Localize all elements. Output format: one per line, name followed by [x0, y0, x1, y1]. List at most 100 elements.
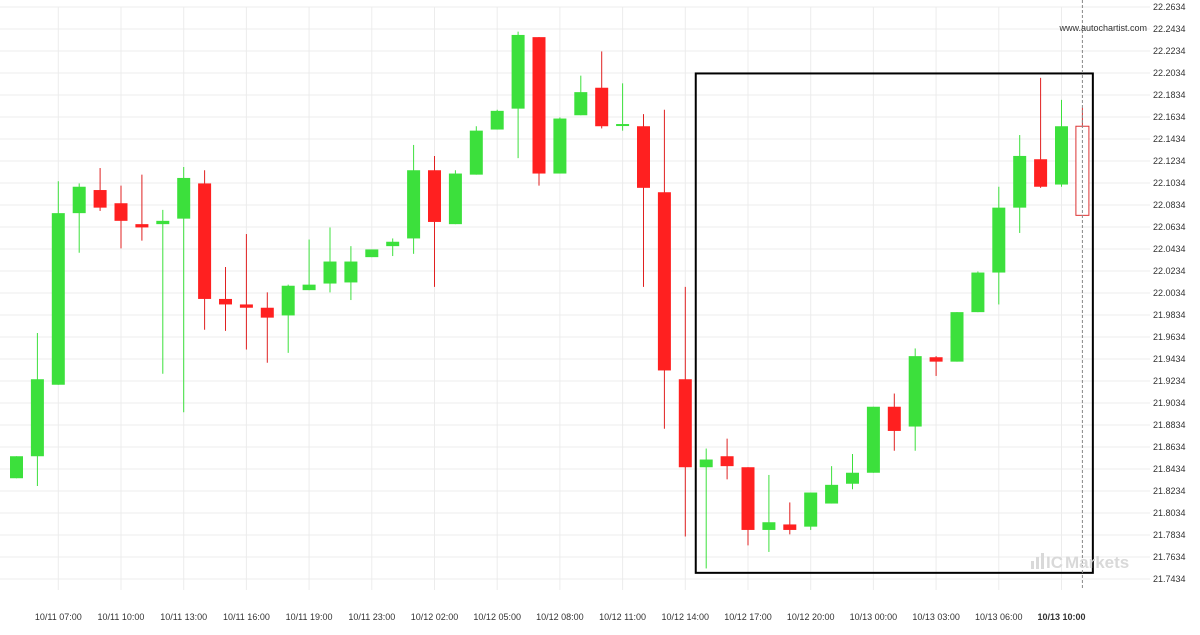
y-tick-label: 22.1034 [1153, 178, 1186, 188]
y-tick-label: 21.8634 [1153, 442, 1186, 452]
candle-body [532, 37, 546, 174]
x-tick-label: 10/11 19:00 [286, 612, 333, 622]
candle-body [992, 207, 1006, 273]
autochartist-watermark[interactable]: www.autochartist.com [1058, 23, 1147, 33]
candle-body [699, 459, 713, 468]
x-tick-label: 10/11 10:00 [98, 612, 145, 622]
pattern-highlight-box [694, 72, 1094, 574]
candle-body [386, 241, 400, 247]
candle-body [657, 192, 671, 371]
x-tick-label: 10/11 23:00 [348, 612, 395, 622]
y-tick-label: 22.0634 [1153, 222, 1186, 232]
y-tick-label: 22.1434 [1153, 134, 1186, 144]
y-tick-label: 21.7834 [1153, 530, 1186, 540]
overlay-layer [694, 0, 1094, 590]
x-tick-label: 10/12 11:00 [599, 612, 646, 622]
bars-icon [1031, 553, 1044, 569]
candle-body [428, 170, 441, 222]
candle-body [177, 177, 191, 219]
candle-body [866, 406, 880, 473]
candle-body [1034, 159, 1048, 187]
candle-body [950, 312, 964, 362]
candle-body [887, 406, 901, 431]
candle-body [10, 456, 23, 479]
candle-body [239, 304, 253, 308]
candle-body [219, 298, 232, 305]
candle-body [783, 524, 797, 530]
candle-body [595, 87, 609, 127]
candle-body [302, 284, 316, 291]
y-tick-label: 22.1834 [1153, 90, 1186, 100]
candle-body [804, 492, 818, 527]
y-tick-label: 22.2034 [1153, 68, 1186, 78]
y-tick-label: 21.8834 [1153, 420, 1186, 430]
x-tick-label: 10/12 05:00 [473, 612, 521, 622]
candle-body [929, 357, 943, 362]
y-tick-label: 22.0034 [1153, 288, 1186, 298]
y-tick-label: 22.0834 [1153, 200, 1186, 210]
candle-body [762, 522, 776, 530]
y-tick-label: 22.0234 [1153, 266, 1186, 276]
y-tick-label: 21.8434 [1153, 464, 1186, 474]
y-tick-label: 22.1234 [1153, 156, 1186, 166]
candle-body [156, 220, 170, 225]
candle-body [198, 183, 212, 299]
y-tick-label: 21.9034 [1153, 398, 1186, 408]
candle-body [616, 124, 630, 127]
icmarkets-logo: IC Markets [1031, 553, 1129, 572]
candle-body [678, 379, 692, 468]
candle-body [281, 285, 295, 316]
y-tick-label: 21.7434 [1153, 574, 1186, 584]
x-tick-label: 10/12 02:00 [411, 612, 459, 622]
candle-body [72, 186, 86, 214]
y-tick-label: 22.2434 [1153, 24, 1186, 34]
candle-body [908, 356, 922, 427]
y-tick-label: 21.7634 [1153, 552, 1186, 562]
y-tick-label: 22.0434 [1153, 244, 1186, 254]
x-tick-label: 10/13 06:00 [975, 612, 1023, 622]
candle-body [553, 118, 567, 174]
candle-body [1013, 155, 1027, 208]
candle-body [344, 261, 358, 283]
candle-body [574, 92, 588, 116]
candle-body [846, 472, 859, 484]
x-tick-label: 10/13 03:00 [912, 612, 960, 622]
candle-body [825, 484, 839, 504]
candle-body [135, 224, 149, 228]
x-tick-label: 10/12 14:00 [662, 612, 710, 622]
x-tick-label: 10/12 20:00 [787, 612, 835, 622]
brand-logo-prefix: IC [1046, 553, 1063, 572]
axis-layer: 22.2634 22.2434 22.2234 22.2034 22.1834 22.16… [35, 2, 1186, 622]
y-tick-label: 21.9234 [1153, 376, 1186, 386]
y-tick-label: 21.9434 [1153, 354, 1186, 364]
y-tick-label: 21.9834 [1153, 310, 1186, 320]
x-tick-label: 10/11 13:00 [160, 612, 207, 622]
candle-body [469, 130, 483, 175]
candle-body [260, 307, 274, 318]
brand-logo-word: Markets [1065, 553, 1129, 572]
y-tick-label: 22.2234 [1153, 46, 1186, 56]
y-tick-label: 22.1634 [1153, 112, 1186, 122]
y-tick-label: 21.8234 [1153, 486, 1186, 496]
candle-body [30, 379, 44, 457]
x-tick-label: 10/11 07:00 [35, 612, 82, 622]
candle-body [93, 190, 107, 208]
candle-body [448, 173, 462, 225]
candle-body [1055, 126, 1068, 185]
candle-body [971, 272, 985, 313]
candle-body [407, 170, 421, 239]
x-tick-label: 10/11 16:00 [223, 612, 270, 622]
y-tick-label: 22.2634 [1153, 2, 1186, 12]
candle-body [741, 467, 755, 530]
candle-body [490, 110, 504, 130]
x-tick-label: 10/12 17:00 [724, 612, 772, 622]
candle-body [511, 34, 525, 109]
candle-body [51, 213, 65, 385]
candle-body [323, 261, 337, 284]
candle-layer [10, 31, 1090, 569]
candle-body [637, 126, 650, 188]
y-tick-label: 21.9634 [1153, 332, 1186, 342]
x-tick-label: 10/13 10:00 [1037, 612, 1085, 622]
